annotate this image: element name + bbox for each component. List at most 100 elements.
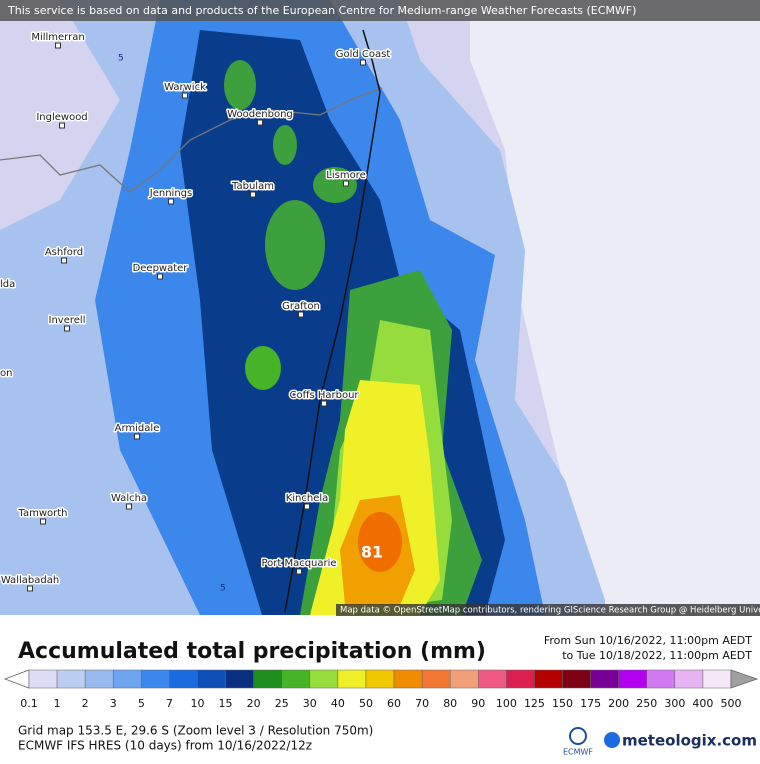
legend-label: 70 <box>415 697 429 710</box>
legend-label: 10 <box>190 697 204 710</box>
place-marker <box>157 273 163 280</box>
place-label: Tabulam <box>231 181 274 192</box>
rain-area <box>245 346 281 390</box>
place-marker <box>343 180 349 187</box>
legend-label: 15 <box>219 697 233 710</box>
attribution-bar <box>336 604 760 616</box>
legend-label: 0.1 <box>20 697 38 710</box>
legend-label: 60 <box>387 697 401 710</box>
ocean <box>470 0 760 615</box>
legend-swatch <box>702 669 732 689</box>
place-label: Inverell <box>49 315 86 326</box>
legend-swatch <box>562 669 591 689</box>
attribution: Map data © OpenStreetMap contributors, r… <box>340 606 760 616</box>
legend-label: 400 <box>692 697 713 710</box>
legend-swatch <box>337 669 367 689</box>
legend-arrow-below <box>3 669 30 689</box>
place-marker <box>321 400 327 407</box>
legend-swatch <box>253 669 282 689</box>
place-marker <box>27 585 33 592</box>
legend-label: 150 <box>552 697 573 710</box>
rain-area <box>265 200 325 290</box>
place-label: Woodenbong <box>227 109 293 120</box>
place-marker <box>182 92 188 99</box>
legend-label: 7 <box>166 697 173 710</box>
place-label: Walcha <box>111 493 147 504</box>
legend-swatch <box>506 669 535 689</box>
legend-swatch <box>112 669 142 689</box>
legend-label: 100 <box>496 697 517 710</box>
legend-label: 25 <box>275 697 289 710</box>
legend-label: 125 <box>524 697 545 710</box>
legend-swatch <box>28 669 58 689</box>
header-bar <box>0 0 760 21</box>
legend-swatch <box>225 669 254 689</box>
disclaimer: This service is based on data and produc… <box>7 4 636 17</box>
place-marker <box>298 311 304 318</box>
place-label: Ashford <box>45 247 83 258</box>
place-marker <box>59 122 65 129</box>
legend-label: 200 <box>608 697 629 710</box>
legend-label: 50 <box>359 697 373 710</box>
rain-area <box>273 125 297 165</box>
legend-swatch <box>56 669 86 689</box>
rain-area <box>358 512 402 572</box>
max-value-label: 81 <box>361 543 383 562</box>
ecmwf-text: ECMWF <box>563 748 593 757</box>
period-to: to Tue 10/18/2022, 11:00pm AEDT <box>562 649 752 662</box>
legend-swatch <box>169 669 198 689</box>
legend-swatch <box>618 669 648 689</box>
place-label: Gold Coast <box>336 49 391 60</box>
place-label: Port Macquarie <box>261 558 336 569</box>
brand: meteologix.com <box>622 732 757 750</box>
legend-swatch <box>197 669 226 689</box>
grid-info: Grid map 153.5 E, 29.6 S (Zoom level 3 /… <box>18 724 373 738</box>
place-label: Inglewood <box>36 112 87 123</box>
place-marker <box>360 59 366 66</box>
legend-swatch <box>141 669 170 689</box>
place-label: Kinchela <box>286 493 329 504</box>
legend-title: Accumulated total precipitation (mm) <box>18 639 486 664</box>
place-marker <box>296 568 302 575</box>
state-border <box>0 87 383 193</box>
ecmwf-logo <box>569 727 587 745</box>
legend-swatch <box>590 669 619 689</box>
coastline <box>284 29 381 613</box>
legend-label: 175 <box>580 697 601 710</box>
place-label: Lismore <box>326 170 365 181</box>
legend-label: 3 <box>110 697 117 710</box>
legend-label: 250 <box>636 697 657 710</box>
place-label: Warwick <box>164 82 206 93</box>
place-label: Jennings <box>149 188 192 199</box>
place-label: Grafton <box>282 301 320 312</box>
place-marker <box>168 198 174 205</box>
legend-label: 500 <box>721 697 742 710</box>
rain-area <box>313 167 357 203</box>
legend-label: 1 <box>54 697 61 710</box>
place-marker <box>257 119 263 126</box>
contour-label: 5 <box>220 584 226 594</box>
place-marker <box>250 191 256 198</box>
place-marker <box>40 518 46 525</box>
place-marker <box>304 503 310 510</box>
place-marker <box>64 325 70 332</box>
place-label: on <box>0 368 12 379</box>
brand-logo <box>604 732 620 748</box>
legend-swatch <box>449 669 479 689</box>
legend-swatch <box>309 669 339 689</box>
place-label: lda <box>0 279 15 290</box>
legend-swatch <box>365 669 395 689</box>
legend-swatch <box>478 669 507 689</box>
legend-swatch <box>393 669 423 689</box>
period-from: From Sun 10/16/2022, 11:00pm AEDT <box>544 634 752 647</box>
legend-swatch <box>281 669 311 689</box>
model-info: ECMWF IFS HRES (10 days) from 10/16/2022… <box>18 739 312 753</box>
legend-arrow-above <box>730 669 759 689</box>
place-label: Armidale <box>115 423 160 434</box>
place-label: Wallabadah <box>1 575 59 586</box>
place-marker <box>134 433 140 440</box>
legend-label: 2 <box>82 697 89 710</box>
legend-swatch <box>534 669 563 689</box>
